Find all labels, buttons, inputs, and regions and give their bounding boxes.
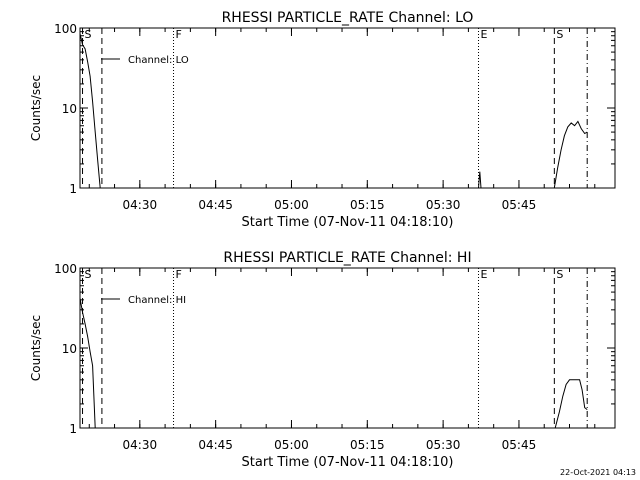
chart-title: RHESSI PARTICLE_RATE Channel: HI — [223, 250, 471, 266]
x-tick-label: 05:30 — [426, 438, 461, 452]
x-tick-label: 04:45 — [198, 198, 233, 212]
series-line — [79, 33, 101, 189]
event-marker-label: E — [481, 28, 488, 41]
legend-label: Channel: HI — [128, 295, 186, 306]
y-tick-label: 100 — [54, 262, 77, 276]
event-marker-label: S — [556, 268, 563, 281]
x-tick-label: 04:30 — [123, 438, 158, 452]
y-tick-label: 100 — [54, 22, 77, 36]
y-tick-label: 1 — [69, 422, 77, 436]
series-line — [79, 298, 96, 429]
x-tick-label: 04:30 — [123, 198, 158, 212]
x-tick-label: 05:00 — [274, 438, 309, 452]
y-tick-label: 1 — [69, 182, 77, 196]
event-marker-label: S — [85, 28, 92, 41]
chart-title: RHESSI PARTICLE_RATE Channel: LO — [222, 10, 474, 26]
event-marker-label: F — [176, 268, 182, 281]
event-marker-label: E — [481, 268, 488, 281]
x-tick-label: 05:15 — [350, 438, 385, 452]
plot-frame — [79, 27, 616, 189]
footer-timestamp: 22-Oct-2021 04:13 — [560, 468, 636, 477]
x-tick-label: 05:00 — [274, 198, 309, 212]
series-line — [553, 120, 588, 189]
y-tick-label: 10 — [62, 342, 77, 356]
legend-label: Channel: LO — [128, 55, 189, 66]
x-axis-label: Start Time (07-Nov-11 04:18:10) — [242, 455, 454, 470]
event-marker-label: F — [176, 28, 182, 41]
x-tick-label: 05:30 — [426, 198, 461, 212]
y-axis-label: Counts/sec — [29, 315, 43, 381]
y-axis-label: Counts/sec — [29, 75, 43, 141]
x-tick-label: 05:45 — [502, 198, 537, 212]
event-marker-label: S — [85, 268, 92, 281]
y-tick-label: 10 — [62, 102, 77, 116]
x-tick-label: 04:45 — [198, 438, 233, 452]
x-axis-label: Start Time (07-Nov-11 04:18:10) — [242, 215, 454, 230]
series-line — [554, 379, 588, 429]
series-line — [478, 171, 482, 189]
x-tick-label: 05:15 — [350, 198, 385, 212]
event-marker-label: S — [556, 28, 563, 41]
x-tick-label: 05:45 — [502, 438, 537, 452]
plot-frame — [79, 267, 616, 429]
